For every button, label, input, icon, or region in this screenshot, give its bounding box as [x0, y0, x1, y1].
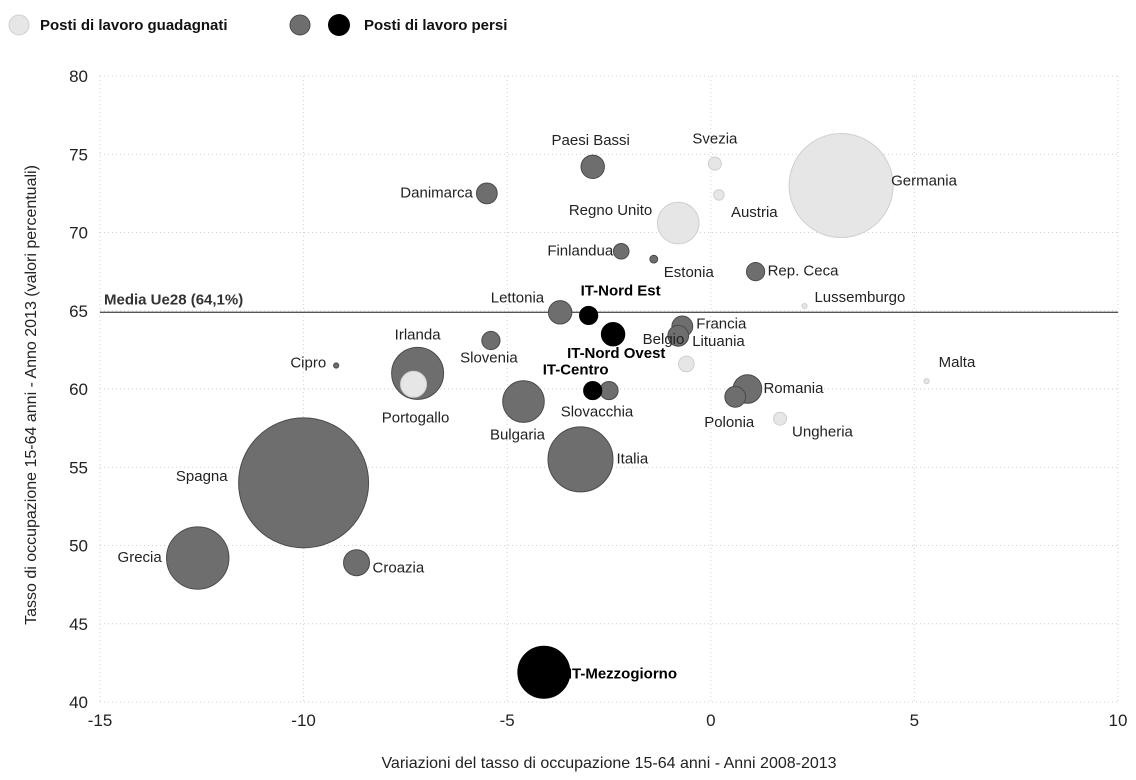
bubble-bulgaria: [502, 380, 545, 423]
legend-gray-marker: [289, 14, 311, 36]
bubble-paesi-bassi: [580, 154, 605, 179]
bubble-label: IT-Centro: [543, 362, 609, 379]
bubble-label: Svezia: [692, 131, 738, 148]
bubble-label: Spagna: [176, 468, 228, 485]
bubble-label: Slovacchia: [561, 404, 634, 421]
legend-gained-marker: [8, 14, 30, 36]
bubble-label: Ungheria: [792, 424, 854, 441]
y-tick-label: 40: [69, 693, 88, 712]
bubble-lettonia: [547, 300, 573, 325]
legend: Posti di lavoro guadagnati Posti di lavo…: [8, 14, 507, 36]
bubble-malta: [923, 378, 930, 385]
bubble-label: Portogallo: [382, 409, 450, 426]
bubble-label: Croazia: [373, 560, 425, 577]
bubble-label: Belgio: [643, 331, 685, 348]
bubble-italia: [547, 426, 614, 493]
bubble-svezia: [707, 156, 722, 171]
bubble-germania: [788, 133, 894, 239]
x-tick-label: 5: [910, 711, 919, 730]
bubble-label: Paesi Bassi: [552, 132, 630, 149]
x-tick-label: 0: [706, 711, 715, 730]
bubble-label: Lussemburgo: [814, 289, 905, 306]
y-tick-label: 65: [69, 302, 88, 321]
y-tick-label: 80: [69, 67, 88, 86]
x-axis-title: Variazioni del tasso di occupazione 15-6…: [381, 755, 836, 772]
bubble-label: Lituania: [692, 333, 745, 350]
bubble-label: Estonia: [664, 264, 715, 281]
x-tick-labels: -15 -10 -5 0 5 10: [88, 711, 1128, 730]
bubble-label: Rep. Ceca: [768, 263, 840, 280]
bubble-label: Italia: [616, 450, 648, 467]
bubble-rep-ceca: [745, 262, 766, 282]
x-tick-label: 10: [1109, 711, 1128, 730]
bubble-spagna: [238, 417, 370, 549]
bubble-slovenia: [481, 330, 501, 351]
bubble-label: Grecia: [118, 549, 163, 566]
bubble-label: IT-Mezzogiorno: [568, 665, 677, 682]
y-axis-title: Tasso di occupazione 15-64 anni - Anno 2…: [23, 165, 40, 625]
bubble-label: Lettonia: [491, 289, 545, 306]
bubble-label: Finlandua: [547, 242, 614, 259]
x-tick-label: -15: [88, 711, 113, 730]
bubble-label: IT-Nord Est: [581, 282, 661, 299]
y-tick-label: 75: [69, 145, 88, 164]
bubble-it-nord-ovest: [600, 322, 626, 347]
bubble-lussemburgo: [801, 302, 808, 310]
bubble-cipro: [333, 362, 340, 369]
bubble-label: Bulgaria: [490, 427, 546, 444]
legend-gained-label: Posti di lavoro guadagnati: [40, 17, 228, 34]
bubble-belgio: [678, 355, 695, 373]
bubble-it-nord-est: [579, 305, 599, 326]
y-tick-label: 50: [69, 537, 88, 556]
y-tick-label: 55: [69, 458, 88, 477]
bubble-danimarca: [475, 182, 498, 205]
y-tick-label: 60: [69, 380, 88, 399]
bubbles-layer: [166, 133, 930, 699]
bubble-it-centro: [583, 380, 603, 401]
bubble-label: Malta: [939, 354, 976, 371]
y-tick-label: 70: [69, 224, 88, 243]
x-tick-label: -10: [291, 711, 316, 730]
bubble-slovacchia: [599, 380, 619, 401]
bubble-labels-layer: Germania Svezia Austria Regno Unito Lussembu…: [118, 131, 976, 683]
bubble-label: Irlanda: [395, 326, 442, 343]
bubble-label: Polonia: [704, 414, 755, 431]
eu-average-label: Media Ue28 (64,1%): [104, 291, 243, 308]
bubble-label: Regno Unito: [569, 202, 652, 219]
bubble-it-mezzogiorno: [517, 645, 571, 699]
bubble-label: Germania: [891, 173, 958, 190]
bubble-label: Cipro: [290, 355, 326, 372]
bubble-label: Francia: [696, 315, 747, 332]
bubble-grecia: [166, 526, 230, 590]
bubble-label: Austria: [731, 204, 778, 221]
bubble-lituania: [667, 324, 690, 347]
bubble-portogallo: [400, 370, 428, 398]
y-tick-labels: 40 45 50 55 60 65 70 75 80: [69, 67, 88, 712]
bubble-regno-unito: [656, 201, 700, 245]
bubble-label: Danimarca: [400, 184, 473, 201]
bubble-label: Slovenia: [460, 349, 518, 366]
bubble-finlandua: [612, 242, 630, 260]
x-tick-label: -5: [500, 711, 515, 730]
bubble-croazia: [343, 549, 371, 577]
bubble-label: Romania: [763, 380, 824, 397]
y-tick-label: 45: [69, 615, 88, 634]
bubble-austria: [713, 189, 725, 201]
bubble-polonia: [724, 385, 747, 408]
bubble-label: IT-Nord Ovest: [567, 345, 665, 362]
bubble-estonia: [649, 254, 659, 264]
bubble-ungheria: [773, 411, 788, 426]
legend-lost-marker: [328, 14, 350, 36]
legend-lost-label: Posti di lavoro persi: [364, 17, 507, 34]
